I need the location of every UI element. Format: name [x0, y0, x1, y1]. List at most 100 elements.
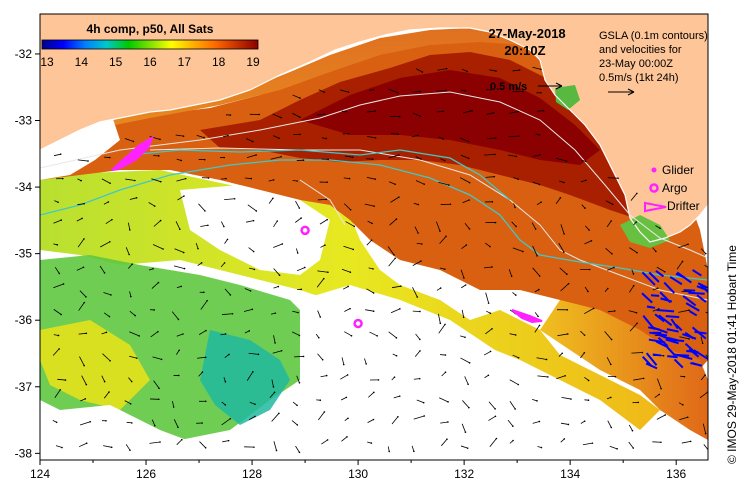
velocity-vector-tip — [138, 335, 140, 337]
velocity-vector-tip — [249, 290, 252, 292]
velocity-vector — [198, 330, 207, 335]
velocity-vector — [391, 416, 399, 425]
velocity-vector-tip — [276, 220, 279, 222]
velocity-vector — [705, 311, 708, 314]
velocity-vector — [318, 411, 325, 421]
velocity-vector-tip — [372, 418, 375, 421]
velocity-vector — [198, 203, 206, 212]
velocity-vector-tip — [393, 376, 396, 378]
velocity-vector-tip — [489, 245, 491, 248]
velocity-vector — [195, 243, 199, 249]
velocity-vector-tip — [204, 447, 207, 449]
velocity-vector — [483, 266, 493, 269]
velocity-vector — [341, 436, 348, 442]
velocity-vector-tip — [616, 448, 618, 450]
velocity-vector-tip — [180, 438, 183, 441]
drifter-vector — [667, 355, 678, 359]
velocity-vector-tip — [109, 182, 111, 185]
drifter-vectors — [641, 269, 708, 370]
glider-legend-icon — [651, 167, 657, 173]
velocity-vector — [248, 247, 254, 252]
velocity-vector-tip — [636, 251, 638, 254]
velocity-vector — [584, 286, 589, 292]
velocity-vector — [556, 375, 566, 380]
velocity-vector-tip — [130, 380, 133, 383]
velocity-vector — [129, 197, 137, 200]
velocity-vector-tip — [204, 210, 206, 212]
drifter-vector — [684, 331, 694, 340]
velocity-vector-tip — [658, 393, 660, 396]
velocity-vector-tip — [258, 113, 260, 116]
velocity-vector-tip — [467, 140, 470, 143]
velocity-vector-tip — [353, 225, 356, 228]
velocity-vector-tip — [111, 218, 113, 221]
velocity-vector-tip — [514, 206, 516, 209]
velocity-vector-tip — [83, 202, 85, 205]
velocity-vector-tip — [419, 90, 422, 93]
velocity-vector — [54, 266, 60, 274]
velocity-vector — [459, 177, 470, 183]
velocity-vector — [415, 180, 425, 185]
velocity-vector — [656, 266, 665, 273]
velocity-vector — [462, 110, 473, 114]
velocity-vector-tip — [278, 274, 281, 276]
velocity-vector — [149, 136, 161, 140]
velocity-vector — [273, 441, 277, 451]
velocity-vector — [512, 69, 520, 72]
velocity-vector-tip — [105, 331, 108, 334]
velocity-vector — [76, 218, 83, 222]
velocity-vector-tip — [397, 415, 399, 418]
velocity-vector — [57, 378, 66, 381]
velocity-vector — [197, 262, 202, 266]
velocity-vector-tip — [613, 266, 615, 269]
velocity-vector-tip — [423, 415, 425, 417]
velocity-vector-tip — [207, 224, 209, 227]
velocity-vector-tip — [563, 438, 566, 440]
velocity-vector-tip — [200, 262, 203, 264]
velocity-vector — [273, 268, 280, 276]
velocity-vector-tip — [494, 221, 497, 224]
velocity-vector-tip — [681, 260, 684, 263]
velocity-vector-tip — [58, 272, 61, 275]
velocity-vector-tip — [251, 308, 254, 311]
velocity-vector — [53, 283, 64, 289]
velocity-vector-tip — [299, 133, 301, 136]
velocity-vector-tip — [58, 348, 60, 350]
velocity-vector-tip — [512, 439, 514, 442]
velocity-vector — [629, 285, 635, 293]
drifter-vector — [648, 326, 660, 331]
velocity-vector-tip — [129, 403, 132, 405]
velocity-vector — [412, 90, 421, 93]
velocity-vector — [224, 288, 231, 296]
x-axis: 124 126 128 130 132 134 136 — [30, 460, 687, 481]
drifter-legend-icon — [644, 201, 667, 213]
velocity-vector — [174, 248, 184, 253]
velocity-vector-tip — [565, 160, 568, 162]
velocity-vector-tip — [423, 183, 425, 185]
velocity-vector-tip — [134, 314, 136, 317]
velocity-vector-tip — [152, 267, 154, 270]
velocity-vector-tip — [489, 350, 492, 353]
velocity-vector-tip — [321, 358, 324, 361]
drifter-vector — [669, 276, 683, 286]
velocity-vector — [223, 135, 229, 138]
drifter-vector — [672, 353, 690, 357]
velocity-vector-tip — [637, 401, 640, 404]
velocity-vector — [367, 220, 373, 224]
velocity-vector — [55, 445, 63, 448]
drifter-vector — [673, 358, 684, 369]
velocity-vector-tip — [162, 248, 164, 250]
velocity-vector-tip — [590, 239, 593, 242]
velocity-vector-tip — [346, 374, 349, 376]
drifter-vector — [665, 315, 680, 319]
velocity-vector — [248, 416, 256, 421]
velocity-vector-tip — [443, 268, 446, 270]
velocity-vector-tip — [182, 333, 184, 335]
drifter-vector — [655, 269, 665, 278]
glider-track-west — [111, 135, 155, 171]
velocity-vector-tip — [610, 396, 612, 399]
velocity-vector-tip — [468, 406, 470, 409]
velocity-vector — [557, 333, 568, 337]
velocity-vector-tip — [612, 203, 614, 206]
velocity-vector — [415, 333, 421, 340]
